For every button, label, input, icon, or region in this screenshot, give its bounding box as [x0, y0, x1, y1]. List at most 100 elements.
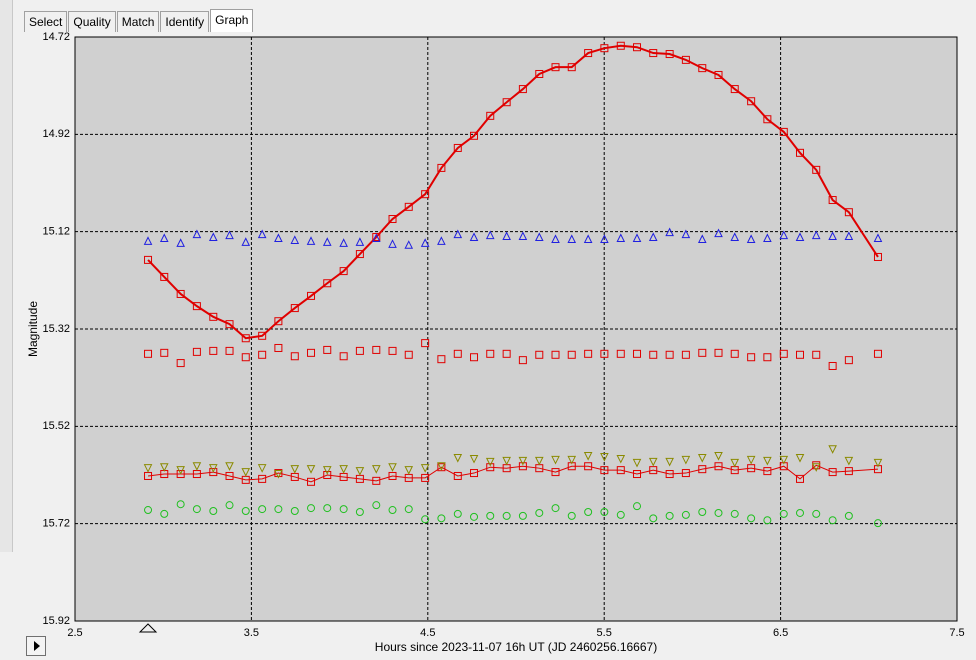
data-point	[730, 349, 739, 358]
data-point	[616, 466, 625, 475]
data-point	[600, 452, 609, 462]
data-point	[795, 232, 805, 242]
data-point	[355, 346, 364, 355]
data-point	[485, 457, 495, 467]
data-point	[502, 511, 511, 520]
tab[interactable]: Match	[116, 11, 160, 32]
data-point	[812, 165, 821, 174]
data-point	[404, 240, 414, 249]
data-point	[698, 507, 707, 516]
data-point	[535, 350, 544, 359]
data-point	[257, 229, 267, 239]
data-point	[796, 508, 805, 517]
data-point	[535, 508, 544, 517]
data-point	[616, 349, 625, 358]
data-point	[388, 506, 397, 515]
data-point	[518, 231, 528, 241]
data-point	[355, 250, 364, 259]
data-point	[290, 507, 299, 516]
data-point	[551, 234, 560, 243]
y-tick-label: 15.52	[42, 420, 70, 432]
tab[interactable]: Graph	[210, 9, 254, 32]
data-point	[534, 456, 544, 466]
data-point	[486, 463, 495, 472]
data-point	[502, 456, 511, 466]
data-point	[730, 509, 739, 518]
tab[interactable]: Quality	[68, 11, 116, 32]
data-point	[274, 470, 283, 479]
data-point	[143, 236, 153, 245]
data-point	[779, 127, 788, 136]
data-point	[551, 504, 560, 513]
data-point	[372, 345, 381, 354]
data-point	[698, 348, 707, 357]
data-point	[567, 234, 577, 243]
data-point	[453, 143, 462, 152]
data-point	[486, 111, 495, 120]
data-point	[812, 461, 821, 470]
data-point	[388, 239, 397, 248]
data-point	[323, 345, 332, 354]
data-point	[567, 455, 577, 465]
data-point	[258, 474, 267, 483]
data-point	[633, 43, 642, 52]
data-point	[796, 148, 805, 157]
data-point	[714, 462, 723, 471]
data-point	[274, 505, 283, 514]
data-point	[551, 455, 560, 465]
data-point	[811, 463, 821, 472]
data-point	[421, 473, 430, 482]
data-point	[681, 510, 690, 519]
data-point	[323, 504, 332, 513]
tab[interactable]: Identify	[160, 11, 210, 32]
x-tick-label: 2.5	[67, 627, 82, 639]
data-point	[241, 468, 251, 477]
data-point	[306, 236, 316, 245]
data-point	[192, 462, 202, 471]
data-point	[873, 349, 882, 358]
data-point	[437, 514, 446, 523]
data-point	[209, 346, 218, 355]
data-point	[583, 452, 593, 461]
scrollbar[interactable]	[0, 0, 13, 552]
data-point	[307, 477, 316, 486]
data-point	[453, 349, 462, 358]
data-point	[437, 355, 446, 364]
data-point	[241, 353, 250, 362]
x-tick-label: 7.5	[949, 627, 964, 639]
data-point	[192, 347, 201, 356]
play-button[interactable]	[26, 636, 46, 656]
data-point	[160, 272, 169, 281]
data-point	[290, 304, 299, 313]
data-point	[844, 231, 854, 241]
data-point	[633, 502, 642, 511]
data-point	[600, 349, 609, 358]
data-point	[714, 508, 723, 517]
data-point	[747, 97, 756, 106]
data-point	[502, 98, 511, 107]
data-point	[714, 228, 723, 238]
data-point	[257, 464, 267, 473]
data-point	[388, 346, 397, 355]
data-point	[274, 233, 283, 242]
data-point	[225, 501, 234, 510]
data-point	[600, 507, 609, 516]
data-point	[583, 234, 593, 243]
data-point	[873, 252, 882, 261]
data-point	[665, 50, 674, 59]
data-point	[873, 458, 883, 468]
data-point	[779, 455, 789, 465]
plot-border	[74, 36, 958, 622]
data-point	[649, 466, 658, 475]
tab-strip: Select Quality Match Identify Graph	[24, 9, 254, 32]
play-icon	[34, 641, 40, 651]
data-point	[796, 350, 805, 359]
data-point	[208, 464, 218, 473]
tab[interactable]: Select	[24, 11, 68, 32]
data-point	[518, 85, 527, 94]
data-point	[404, 505, 413, 514]
data-point	[747, 353, 756, 362]
data-point	[192, 505, 201, 514]
x-tick-label: 6.5	[773, 627, 788, 639]
